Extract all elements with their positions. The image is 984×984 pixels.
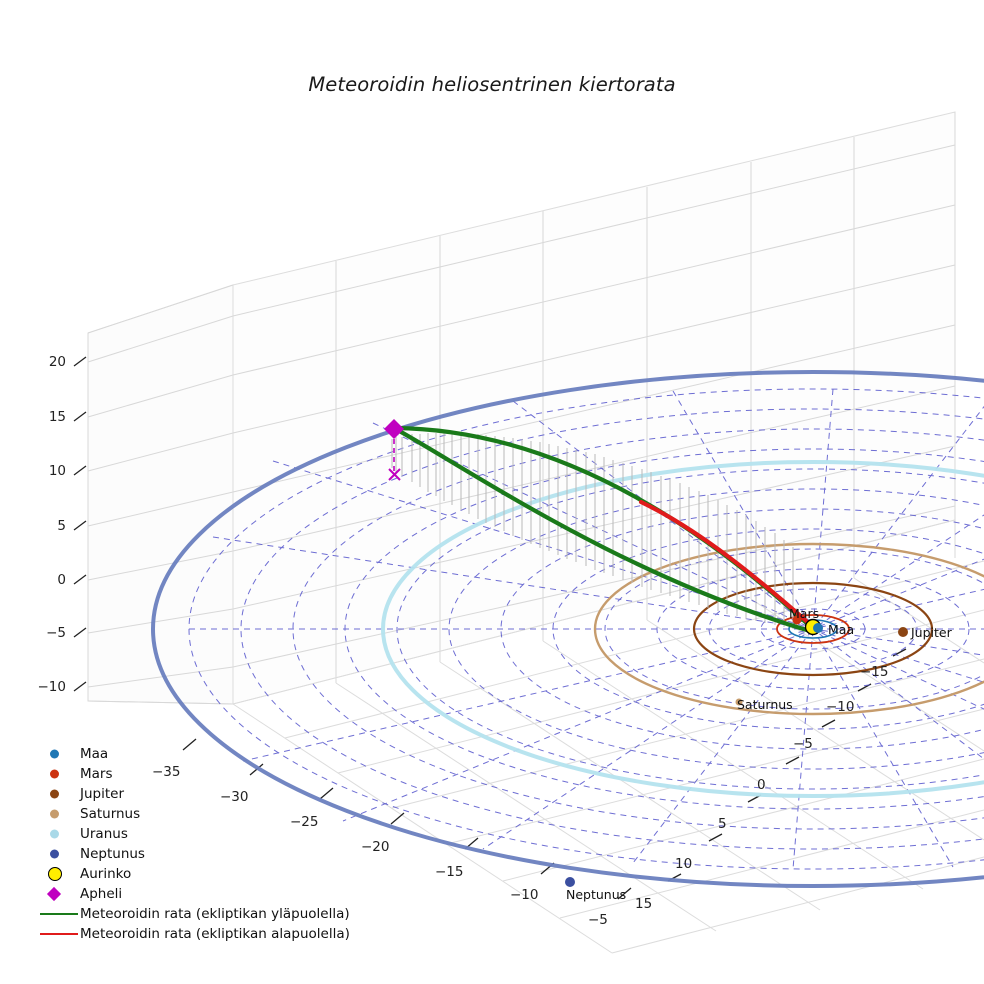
legend-marker-uranus-icon <box>36 824 80 844</box>
legend-marker-maa-icon <box>36 744 80 764</box>
legend-item-orbit-below[interactable]: Meteoroidin rata (ekliptikan alapuolella… <box>36 924 356 944</box>
z-tick-15: 15 <box>48 409 66 425</box>
legend-marker-aurinko-icon <box>36 864 80 884</box>
y-tick-15: 15 <box>635 896 653 912</box>
legend-label-orbit-below: Meteoroidin rata (ekliptikan alapuolella… <box>80 926 350 942</box>
legend-item-mars[interactable]: Mars <box>36 764 356 784</box>
jupiter-marker <box>898 627 908 637</box>
aphelion-projection-x <box>388 468 401 481</box>
earth-marker <box>813 623 823 633</box>
y-tick-10: 10 <box>675 856 693 872</box>
legend-marker-neptunus-icon <box>36 844 80 864</box>
legend-marker-saturnus-icon <box>36 804 80 824</box>
legend-label-saturnus: Saturnus <box>80 806 141 822</box>
legend-item-uranus[interactable]: Uranus <box>36 824 356 844</box>
legend-marker-mars-icon <box>36 764 80 784</box>
saturn-orbit <box>593 542 984 716</box>
page-title: Meteoroidin heliosentrinen kiertorata <box>308 73 676 96</box>
legend-label-aurinko: Aurinko <box>80 866 132 882</box>
legend-item-maa[interactable]: Maa <box>36 744 356 764</box>
label-mars: Mars <box>789 606 820 621</box>
z-tick-20: 20 <box>48 354 66 370</box>
y-tick-m15: −15 <box>860 664 889 680</box>
label-saturnus: Saturnus <box>737 697 793 712</box>
mars-orbit <box>776 614 850 644</box>
label-jupiter: Jupiter <box>911 625 952 640</box>
pane-back <box>232 111 956 705</box>
jupiter-orbit <box>692 581 934 677</box>
x-tick-m25: −25 <box>290 814 319 830</box>
y-tick-5: 5 <box>718 816 727 832</box>
legend-item-aurinko[interactable]: Aurinko <box>36 864 356 884</box>
orbit-below <box>638 499 815 629</box>
legend-label-jupiter: Jupiter <box>80 786 125 802</box>
legend-label-maa: Maa <box>80 746 109 762</box>
legend-item-orbit-above[interactable]: Meteoroidin rata (ekliptikan yläpuolella… <box>36 904 356 924</box>
legend-marker-apheli-icon <box>36 884 80 904</box>
legend-label-apheli: Apheli <box>80 886 123 902</box>
planet-orbits <box>151 370 984 888</box>
bodies <box>565 615 908 887</box>
y-tick-0: 0 <box>757 777 766 793</box>
orbit-above-lower <box>391 425 816 635</box>
x-tick-m10: −10 <box>510 887 539 903</box>
legend-label-orbit-above: Meteoroidin rata (ekliptikan yläpuolella… <box>80 906 350 922</box>
neptune-orbit <box>151 370 984 888</box>
saturn-marker <box>735 698 743 706</box>
meteoroid-track <box>391 425 816 635</box>
x-tick-m20: −20 <box>361 839 390 855</box>
x-tick-m15: −15 <box>435 864 464 880</box>
legend-item-jupiter[interactable]: Jupiter <box>36 784 356 804</box>
aphelion-marker <box>384 419 404 439</box>
legend-label-mars: Mars <box>80 766 113 782</box>
aphelion-group <box>384 419 404 481</box>
uranus-orbit <box>381 460 984 798</box>
chart-legend: Maa Mars Jupiter Saturnus Uranus Ne <box>36 744 356 944</box>
z-tick-0: 0 <box>57 572 66 588</box>
label-maa: Maa <box>828 622 855 637</box>
legend-marker-orbit-below-icon <box>36 924 80 944</box>
legend-item-neptunus[interactable]: Neptunus <box>36 844 356 864</box>
z-tick-10: 10 <box>48 463 66 479</box>
z-tick-5: 5 <box>57 518 66 534</box>
legend-label-uranus: Uranus <box>80 826 128 842</box>
y-tick-m10: −10 <box>826 699 855 715</box>
legend-item-apheli[interactable]: Apheli <box>36 884 356 904</box>
x-tick-m35: −35 <box>152 764 181 780</box>
z-tick-m5: −5 <box>46 625 66 641</box>
mars-marker <box>792 615 802 625</box>
y-tick-m5: −5 <box>793 736 813 752</box>
legend-item-saturnus[interactable]: Saturnus <box>36 804 356 824</box>
pane-left <box>87 284 234 705</box>
neptune-marker <box>565 877 575 887</box>
x-tick-m5: −5 <box>588 912 608 928</box>
legend-marker-orbit-above-icon <box>36 904 80 924</box>
legend-marker-jupiter-icon <box>36 784 80 804</box>
label-neptunus: Neptunus <box>566 887 627 902</box>
legend-label-neptunus: Neptunus <box>80 846 145 862</box>
z-tick-m10: −10 <box>37 679 67 695</box>
x-tick-m30: −30 <box>220 789 249 805</box>
